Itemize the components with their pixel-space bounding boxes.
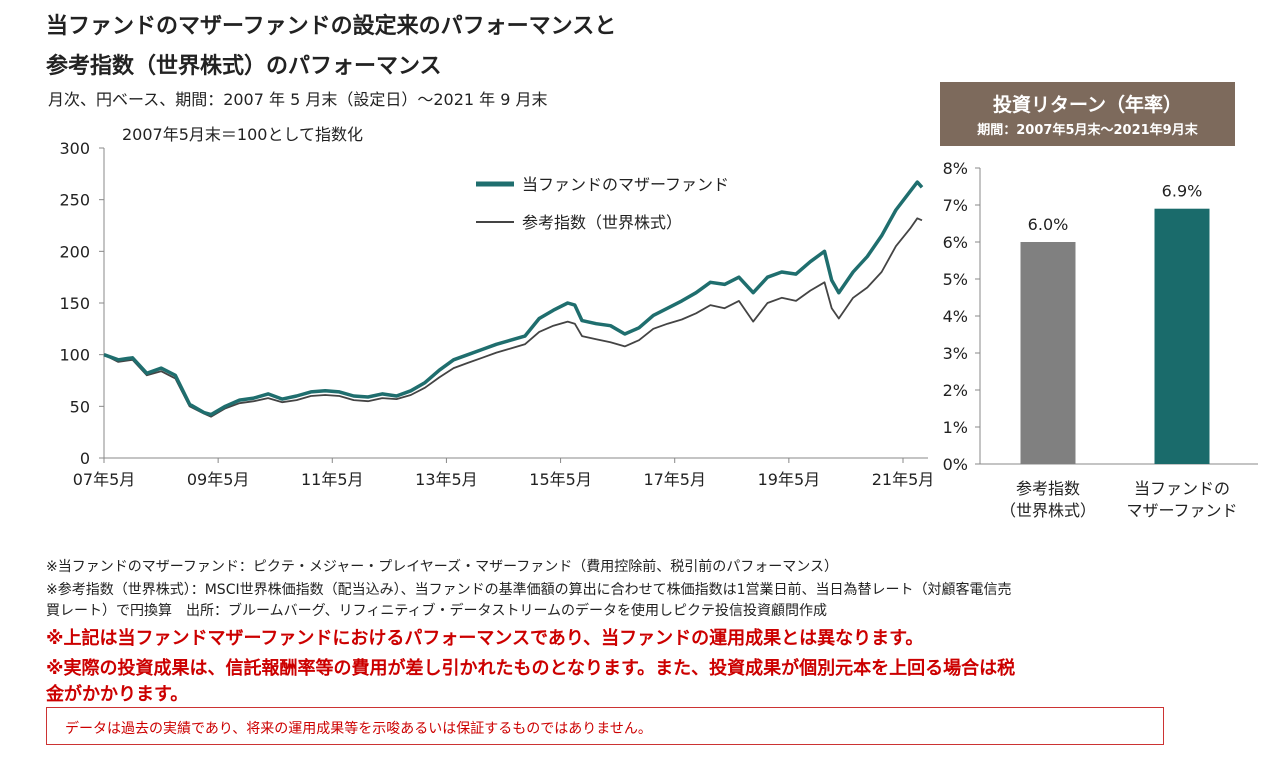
x-tick-label: 17年5月 (643, 470, 706, 489)
x-tick-label: 15年5月 (529, 470, 592, 489)
bar-benchmark (1020, 242, 1076, 464)
bar-y-tick-label: 8% (943, 159, 968, 178)
y-tick-label: 300 (59, 139, 90, 158)
y-tick-label: 50 (70, 397, 90, 416)
bar-y-tick-label: 1% (943, 418, 968, 437)
bar-category-label-fund: 当ファンドの マザーファンド (1126, 479, 1238, 520)
y-tick-label: 200 (59, 242, 90, 261)
bar-fund (1154, 208, 1210, 464)
return-title: 投資リターン（年率） (992, 94, 1183, 116)
return-period: 期間：2007年5月末～2021年9月末 (977, 123, 1198, 138)
page-title-line1: 当ファンドのマザーファンドの設定来のパフォーマンスと (46, 14, 617, 39)
warning-line1: ※上記は当ファンドマザーファンドにおけるパフォーマンスであり、当ファンドの運用成… (46, 628, 924, 649)
bar-y-tick-label: 6% (943, 233, 968, 252)
x-tick-label: 07年5月 (73, 470, 136, 489)
bar-category-label-benchmark: 参考指数 （世界株式） (999, 479, 1096, 520)
legend-label: 当ファンドのマザーファンド (522, 175, 729, 194)
bar-y-tick-label: 0% (943, 455, 968, 474)
annual-return-bar-chart: 0% 1% 2% 3% 4% 5% 6% 7% 8% 6.0% 6.9% (943, 159, 1258, 474)
y-tick-label: 150 (59, 294, 90, 313)
bar-y-tick-label: 3% (943, 344, 968, 363)
bar-data-label: 6.0% (1028, 215, 1069, 234)
footnote-index-cont: 買レート）で円換算 出所：ブルームバーグ、リフィニティブ・データストリームのデー… (46, 603, 828, 619)
footnote-fund: ※当ファンドのマザーファンド：ピクテ・メジャー・プレイヤーズ・マザーファンド（費… (46, 559, 838, 575)
bar-y-tick-label: 4% (943, 307, 968, 326)
y-tick-label: 250 (59, 191, 90, 210)
bar-y-tick-label: 7% (943, 196, 968, 215)
warning-line3: 金がかかります。 (46, 684, 189, 705)
series-line-benchmark (103, 217, 923, 418)
footnote-index: ※参考指数（世界株式）：MSCI世界株価指数（配当込み）、当ファンドの基準価額の… (46, 582, 1012, 598)
bar-data-label: 6.9% (1162, 182, 1203, 201)
x-tick-label: 19年5月 (758, 470, 821, 489)
x-tick-label: 09年5月 (187, 470, 250, 489)
bar-y-tick-label: 5% (943, 270, 968, 289)
x-tick-label: 13年5月 (415, 470, 478, 489)
series-line-fund (103, 180, 924, 417)
warning-line2: ※実際の投資成果は、信託報酬率等の費用が差し引かれたものとなります。また、投資成… (46, 658, 1016, 679)
bar-y-tick-label: 2% (943, 381, 968, 400)
disclaimer-box: データは過去の実績であり、将来の運用成果等を示唆あるいは保証するものではありませ… (46, 707, 1164, 745)
return-header-box: 投資リターン（年率） 期間：2007年5月末～2021年9月末 (940, 82, 1235, 146)
disclaimer-text: データは過去の実績であり、将来の運用成果等を示唆あるいは保証するものではありませ… (65, 721, 652, 737)
x-tick-label: 11年5月 (301, 470, 364, 489)
legend-label: 参考指数（世界株式） (522, 213, 682, 232)
performance-line-chart: 0 50 100 150 200 250 300 07年5月 09年5月 11年5月 13年5月 15… (59, 125, 935, 489)
x-tick-label: 21年5月 (872, 470, 935, 489)
y-tick-label: 0 (80, 449, 90, 468)
chart-annotation: 2007年5月末＝100として指数化 (122, 125, 363, 144)
page-title-line2: 参考指数（世界株式）のパフォーマンス (46, 54, 442, 79)
y-tick-label: 100 (59, 346, 90, 365)
page-subtitle: 月次、円ベース、期間：2007 年 5 月末（設定日）～2021 年 9 月末 (48, 90, 548, 109)
